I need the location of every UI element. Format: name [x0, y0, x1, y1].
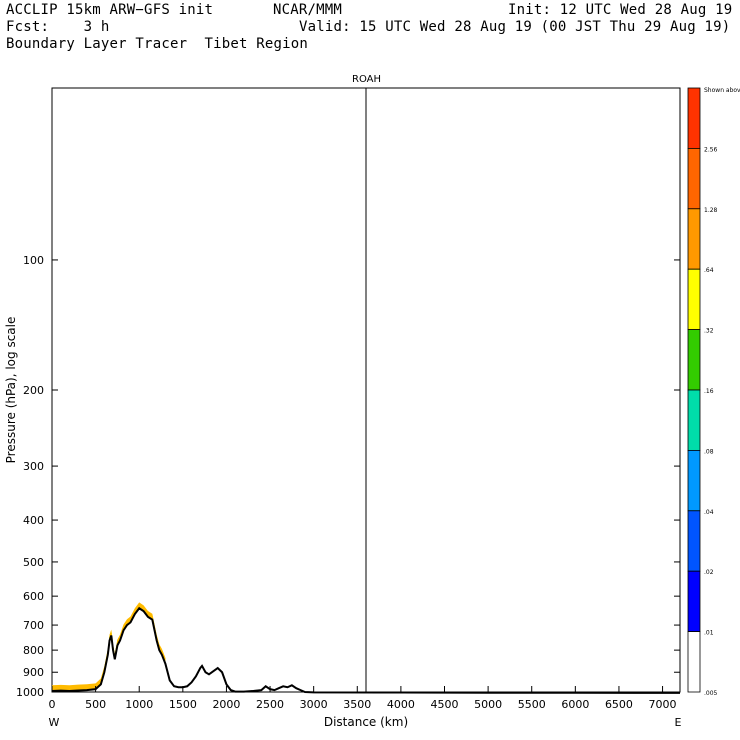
y-tick-label: 900 — [23, 666, 44, 679]
colorbar-segment — [687, 268, 701, 331]
colorbar-segment — [687, 510, 701, 572]
y-tick-label: 800 — [23, 644, 44, 657]
x-tick-label: 2000 — [212, 698, 240, 711]
x-tick-label: 1500 — [169, 698, 197, 711]
x-tick-label: 3500 — [343, 698, 371, 711]
west-label: W — [49, 716, 60, 729]
org-label: NCAR/MMM — [273, 2, 343, 18]
colorbar-label: Shown above — [704, 87, 740, 94]
colorbar-label: .02 — [704, 569, 714, 576]
colorbar-label: .01 — [704, 630, 714, 637]
colorbar-segment — [687, 449, 701, 512]
x-tick-label: 7000 — [649, 698, 677, 711]
y-tick-label: 700 — [23, 619, 44, 632]
y-tick-label: 600 — [23, 590, 44, 603]
x-tick-label: 0 — [49, 698, 56, 711]
colorbar-segment — [687, 631, 701, 693]
init-label: Init: 12 UTC Wed 28 Aug 19 — [508, 2, 733, 18]
colorbar-segment — [687, 147, 701, 210]
colorbar-segment — [687, 208, 701, 270]
x-tick-label: 500 — [85, 698, 106, 711]
colorbar-segment — [687, 389, 701, 451]
east-label: E — [675, 716, 682, 729]
colorbar-segment — [687, 87, 701, 149]
x-tick-label: 4500 — [431, 698, 459, 711]
x-tick-label: 5500 — [518, 698, 546, 711]
colorbar-label: .32 — [704, 328, 714, 335]
model-label: ACCLIP 15km ARW−GFS init — [6, 2, 214, 18]
x-tick-label: 2500 — [256, 698, 284, 711]
x-axis-label: Distance (km) — [324, 715, 408, 729]
x-tick-label: 1000 — [125, 698, 153, 711]
x-tick-label: 5000 — [474, 698, 502, 711]
y-tick-label: 100 — [23, 254, 44, 267]
colorbar-label: .16 — [704, 388, 714, 395]
colorbar-segment — [687, 329, 701, 391]
y-axis-label: Pressure (hPa), log scale — [4, 317, 18, 464]
valid-label: Valid: 15 UTC Wed 28 Aug 19 (00 JST Thu … — [299, 19, 731, 35]
colorbar-label: .04 — [704, 509, 714, 516]
product-label: Boundary Layer Tracer Tibet Region — [6, 36, 309, 52]
y-tick-label: 200 — [23, 384, 44, 397]
y-tick-label: 500 — [23, 556, 44, 569]
x-tick-label: 6000 — [561, 698, 589, 711]
y-tick-label: 300 — [23, 460, 44, 473]
x-tick-label: 6500 — [605, 698, 633, 711]
colorbar-label: .005 — [704, 690, 718, 697]
x-tick-label: 3000 — [300, 698, 328, 711]
y-tick-label: 400 — [23, 514, 44, 527]
colorbar-label: .64 — [704, 267, 714, 274]
colorbar-label: 1.28 — [704, 207, 718, 214]
colorbar-label: .08 — [704, 448, 714, 455]
forecast-label: Fcst: 3 h — [6, 19, 110, 35]
terrain-line — [51, 606, 681, 694]
chart-title: ROAH — [352, 74, 381, 85]
colorbar-label: 2.56 — [704, 146, 718, 153]
colorbar-segment — [687, 570, 701, 633]
x-tick-label: 4000 — [387, 698, 415, 711]
y-tick-label: 1000 — [16, 686, 44, 699]
